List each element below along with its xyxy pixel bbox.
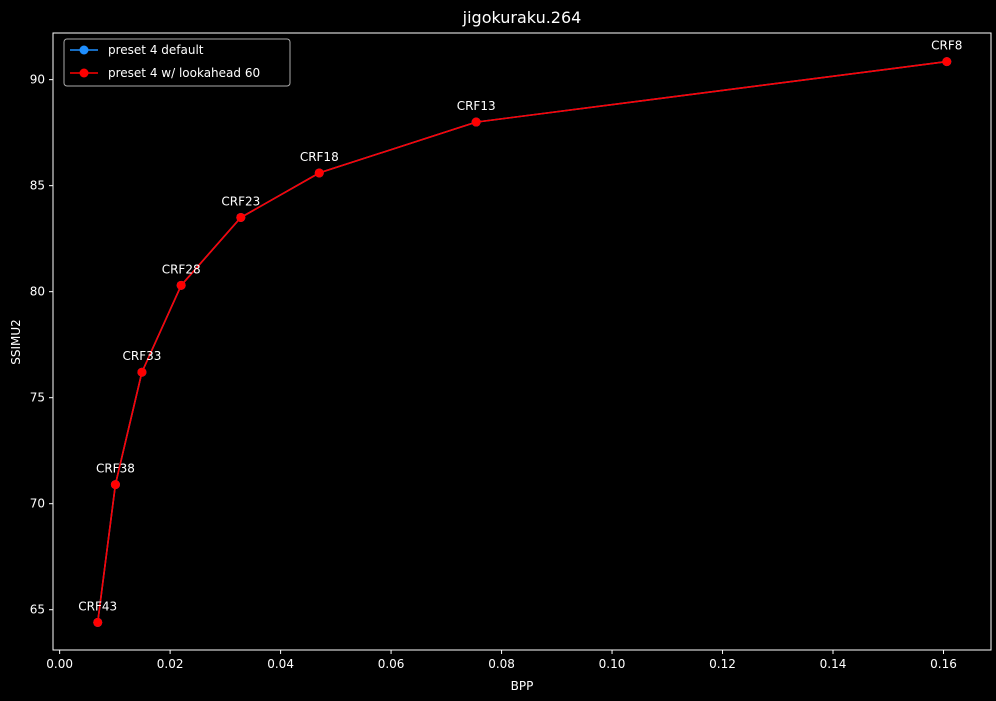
- data-point: [176, 280, 186, 290]
- x-axis-ticks: 0.00 0.02 0.04 0.06 0.08 0.10 0.12 0.14 0.16: [46, 650, 957, 671]
- point-annotation: CRF43: [78, 599, 117, 613]
- point-annotation: CRF13: [457, 99, 496, 113]
- y-tick-label: 90: [30, 73, 45, 87]
- data-point: [471, 117, 481, 127]
- x-tick-label: 0.02: [157, 657, 184, 671]
- plot-area: [52, 32, 992, 651]
- series-layer: [93, 57, 952, 627]
- y-axis-ticks: 65 70 75 80 85 90: [30, 73, 53, 617]
- x-axis-label: BPP: [511, 679, 534, 693]
- point-annotation: CRF28: [162, 262, 201, 276]
- y-tick-label: 65: [30, 603, 45, 617]
- x-tick-label: 0.04: [267, 657, 294, 671]
- legend-box: [63, 38, 291, 87]
- annotations: CRF43 CRF38 CRF33 CRF28 CRF23 CRF18 CRF13 CRF8: [78, 39, 962, 614]
- point-annotation: CRF8: [931, 39, 962, 53]
- data-point: [314, 168, 324, 178]
- x-tick-label: 0.10: [599, 657, 626, 671]
- x-tick-label: 0.00: [46, 657, 73, 671]
- point-annotation: CRF38: [96, 462, 135, 476]
- y-tick-label: 85: [30, 179, 45, 193]
- legend-marker-0: [79, 45, 89, 55]
- data-point: [942, 57, 952, 67]
- chart-title: jigokuraku.264: [462, 8, 582, 27]
- legend: preset 4 default preset 4 w/ lookahead 6…: [63, 38, 291, 87]
- y-tick-label: 80: [30, 285, 45, 299]
- x-tick-label: 0.16: [930, 657, 957, 671]
- x-tick-label: 0.08: [488, 657, 515, 671]
- legend-marker-1: [79, 68, 89, 78]
- y-axis-label: SSIMU2: [9, 319, 23, 365]
- data-point: [236, 212, 246, 222]
- x-tick-label: 0.12: [709, 657, 736, 671]
- series-line-1: [96, 60, 947, 623]
- point-annotation: CRF33: [122, 349, 161, 363]
- data-point: [93, 617, 103, 627]
- x-tick-label: 0.06: [378, 657, 405, 671]
- data-point: [110, 480, 120, 490]
- data-point: [137, 367, 147, 377]
- legend-label-1: preset 4 w/ lookahead 60: [108, 66, 260, 80]
- legend-label-0: preset 4 default: [108, 43, 204, 57]
- x-tick-label: 0.14: [820, 657, 847, 671]
- y-tick-label: 75: [30, 391, 45, 405]
- point-annotation: CRF23: [221, 194, 260, 208]
- y-tick-label: 70: [30, 497, 45, 511]
- point-annotation: CRF18: [300, 150, 339, 164]
